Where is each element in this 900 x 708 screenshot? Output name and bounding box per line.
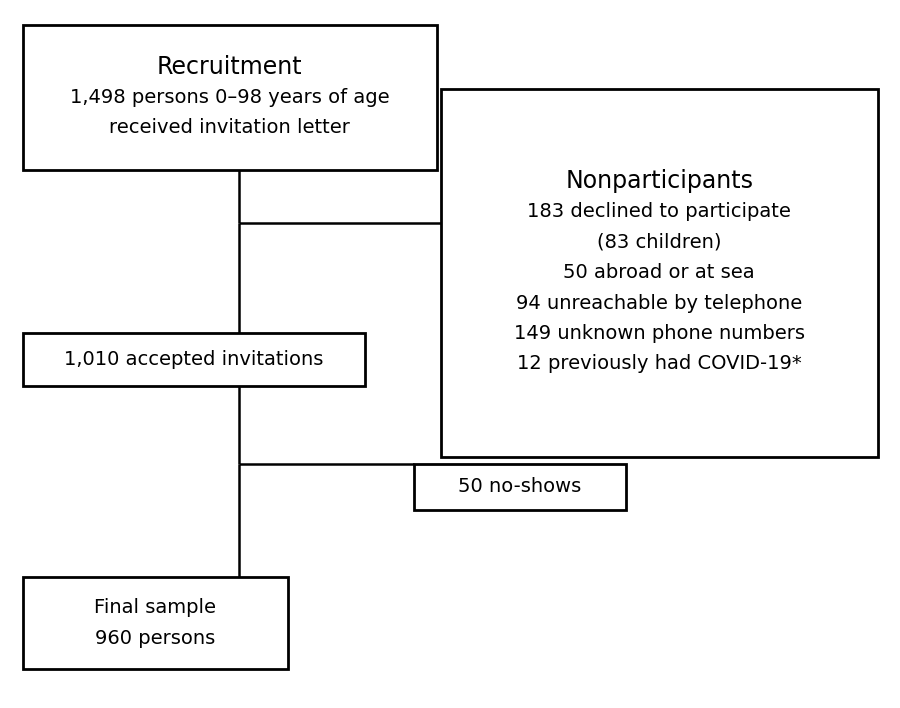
FancyBboxPatch shape xyxy=(414,464,626,510)
FancyBboxPatch shape xyxy=(22,333,364,386)
Text: 183 declined to participate: 183 declined to participate xyxy=(527,202,791,221)
Text: 12 previously had COVID-19*: 12 previously had COVID-19* xyxy=(517,355,802,373)
Text: 94 unreachable by telephone: 94 unreachable by telephone xyxy=(516,294,803,312)
Text: 149 unknown phone numbers: 149 unknown phone numbers xyxy=(514,324,805,343)
Text: (83 children): (83 children) xyxy=(597,233,722,251)
Text: Recruitment: Recruitment xyxy=(157,55,302,79)
Text: 50 abroad or at sea: 50 abroad or at sea xyxy=(563,263,755,282)
Text: 960 persons: 960 persons xyxy=(95,629,215,648)
Text: 1,498 persons 0–98 years of age: 1,498 persons 0–98 years of age xyxy=(69,88,390,107)
FancyBboxPatch shape xyxy=(441,88,878,457)
Text: received invitation letter: received invitation letter xyxy=(109,118,350,137)
Text: Final sample: Final sample xyxy=(94,598,216,617)
FancyBboxPatch shape xyxy=(22,577,288,669)
Text: 50 no-shows: 50 no-shows xyxy=(458,477,581,496)
Text: 1,010 accepted invitations: 1,010 accepted invitations xyxy=(64,350,323,369)
FancyBboxPatch shape xyxy=(22,25,436,170)
Text: Nonparticipants: Nonparticipants xyxy=(565,169,753,193)
